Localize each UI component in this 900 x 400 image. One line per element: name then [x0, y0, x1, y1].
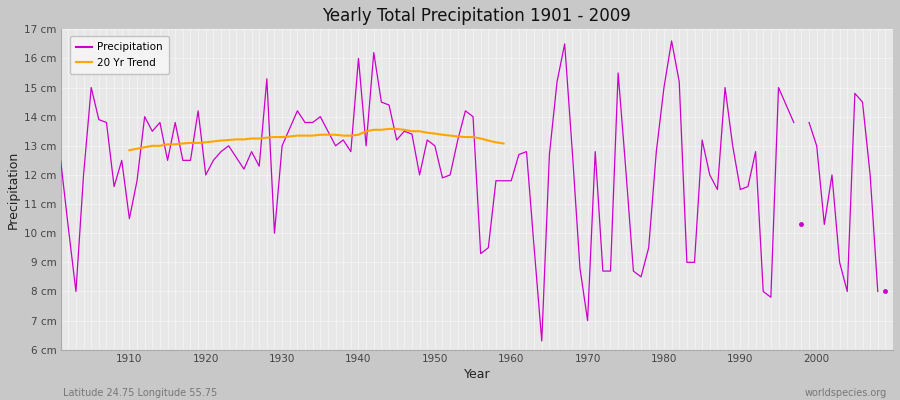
X-axis label: Year: Year	[464, 368, 490, 381]
Text: worldspecies.org: worldspecies.org	[805, 388, 886, 398]
Legend: Precipitation, 20 Yr Trend: Precipitation, 20 Yr Trend	[70, 36, 169, 74]
Text: Latitude 24.75 Longitude 55.75: Latitude 24.75 Longitude 55.75	[63, 388, 217, 398]
Title: Yearly Total Precipitation 1901 - 2009: Yearly Total Precipitation 1901 - 2009	[322, 7, 631, 25]
Y-axis label: Precipitation: Precipitation	[7, 150, 20, 229]
